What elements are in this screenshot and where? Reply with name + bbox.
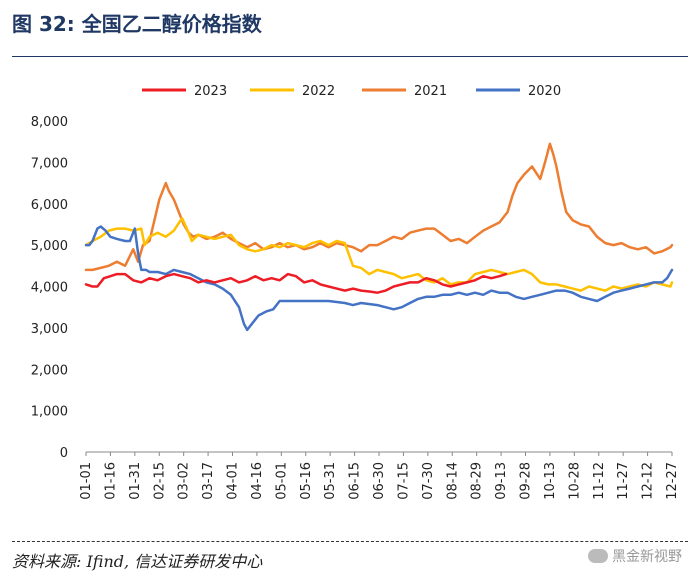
x-tick-label: 01-31 — [128, 462, 143, 500]
x-tick-label: 04-01 — [226, 462, 241, 500]
legend-label-2022: 2022 — [302, 84, 335, 99]
x-tick-label: 09-13 — [494, 462, 509, 500]
y-tick-label: 6,000 — [31, 198, 68, 213]
x-tick-label: 09-28 — [519, 462, 534, 500]
y-tick-label: 3,000 — [31, 322, 68, 337]
y-tick-label: 4,000 — [31, 281, 68, 296]
x-axis: 01-01 01-16 01-31 02-15 03-02 03-17 04-01 04-16… — [79, 451, 680, 500]
x-tick-label: 11-27 — [616, 462, 631, 500]
title-divider — [12, 56, 688, 57]
x-tick-label: 12-12 — [641, 462, 656, 500]
watermark: 黑金新视野 — [588, 546, 682, 566]
y-axis: 0 1,000 2,000 3,000 4,000 5,000 6,000 7,000 8,00… — [31, 115, 68, 461]
y-tick-label: 8,000 — [31, 115, 68, 130]
x-tick-label: 01-16 — [103, 462, 118, 500]
x-tick-label: 04-16 — [250, 462, 265, 500]
x-tick-label: 10-28 — [567, 462, 582, 500]
legend-label-2023: 2023 — [194, 84, 227, 99]
watermark-text: 黑金新视野 — [612, 549, 682, 565]
x-tick-label: 03-02 — [177, 462, 192, 500]
x-tick-label: 10-13 — [543, 462, 558, 500]
x-tick-label: 08-29 — [470, 462, 485, 500]
y-tick-label: 0 — [60, 446, 68, 461]
footer-divider — [12, 541, 688, 542]
x-tick-label: 05-16 — [299, 462, 314, 500]
x-tick-label: 06-15 — [348, 462, 363, 500]
source-note: 资料来源: Ifind, 信达证券研发中心 — [12, 552, 263, 571]
x-tick-label: 08-14 — [445, 462, 460, 500]
x-tick-label: 06-30 — [372, 462, 387, 500]
series-lines — [84, 142, 674, 332]
page-title: 图 32: 全国乙二醇价格指数 — [12, 12, 262, 36]
x-tick-label: 03-17 — [201, 462, 216, 500]
legend: 2023 2022 2021 2020 — [142, 84, 561, 99]
x-tick-label: 05-01 — [274, 462, 289, 500]
x-tick-label: 07-30 — [421, 462, 436, 500]
line-chart: 0 1,000 2,000 3,000 4,000 5,000 6,000 7,000 8,00… — [31, 84, 680, 500]
y-tick-label: 7,000 — [31, 156, 68, 171]
y-tick-label: 2,000 — [31, 363, 68, 378]
legend-label-2020: 2020 — [528, 84, 561, 99]
x-tick-label: 02-15 — [152, 462, 167, 500]
x-tick-label: 12-27 — [665, 462, 680, 500]
x-tick-label: 07-15 — [396, 462, 411, 500]
y-tick-label: 5,000 — [31, 239, 68, 254]
series-line-2022 — [84, 216, 674, 292]
legend-label-2021: 2021 — [414, 84, 447, 99]
series-line-2021 — [84, 142, 674, 272]
y-tick-label: 1,000 — [31, 405, 68, 420]
x-tick-label: 11-12 — [592, 462, 607, 500]
series-line-2020 — [84, 225, 674, 332]
wechat-icon — [588, 549, 608, 563]
series-line-2023 — [84, 272, 508, 294]
x-tick-label: 01-01 — [79, 462, 94, 500]
x-tick-label: 05-31 — [323, 462, 338, 500]
